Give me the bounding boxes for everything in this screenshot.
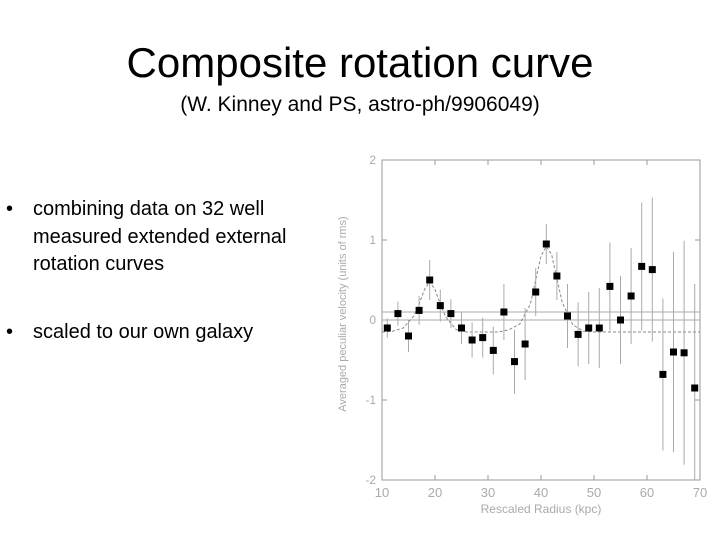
x-tick-label: 50: [587, 485, 601, 500]
data-point: [458, 324, 465, 332]
x-axis-label: Rescaled Radius (kpc): [481, 502, 602, 516]
data-point: [521, 340, 529, 348]
data-point: [564, 312, 571, 320]
data-point: [680, 349, 688, 357]
slide-subtitle: (W. Kinney and PS, astro-ph/9906049): [180, 93, 540, 116]
x-tick-label: 40: [534, 485, 548, 500]
data-point: [542, 240, 550, 248]
data-point: [595, 324, 603, 332]
model-curve: [381, 245, 700, 333]
data-point: [638, 262, 646, 270]
data-point: [532, 288, 540, 296]
data-point: [479, 334, 487, 342]
bullet-item: scaled to our own galaxy: [0, 319, 310, 347]
data-point: [415, 306, 423, 314]
y-axis-label: Averaged peculiar velocity (units of rms…: [337, 216, 349, 411]
slide-title: Composite rotation curve: [126, 39, 594, 86]
data-point: [606, 282, 614, 290]
x-tick-label: 10: [375, 485, 389, 500]
data-point: [489, 346, 497, 354]
data-point: [500, 308, 508, 316]
data-point: [383, 324, 391, 332]
data-point: [670, 348, 677, 356]
bullet-item: combining data on 32 well measured exten…: [0, 196, 310, 279]
data-point: [648, 266, 656, 274]
y-tick-label: 2: [369, 153, 376, 167]
y-tick-label: 1: [369, 233, 376, 247]
data-point: [585, 324, 593, 332]
data-point: [691, 384, 699, 392]
data-point: [574, 330, 582, 338]
rotation-curve-chart: 10 20 30 40 50 60 70 -2 -1 0 1 2 Averaged peculiar …: [337, 153, 707, 516]
data-point: [436, 302, 444, 310]
x-tick-label: 30: [481, 485, 495, 500]
x-tick-label: 60: [640, 485, 654, 500]
data-point: [659, 370, 667, 378]
data-point: [627, 292, 635, 300]
data-point: [394, 310, 402, 318]
x-tick-label: 20: [428, 485, 442, 500]
y-tick-label: -1: [365, 393, 376, 407]
data-point: [468, 336, 476, 344]
data-point: [426, 276, 434, 284]
data-point: [405, 332, 412, 340]
bullet-list: combining data on 32 well measured exten…: [0, 196, 310, 346]
data-point: [447, 310, 455, 318]
data-point: [511, 358, 518, 366]
data-point: [553, 272, 561, 280]
data-point: [617, 316, 624, 324]
x-tick-label: 70: [693, 485, 707, 500]
y-tick-label: -2: [365, 473, 376, 487]
y-tick-label: 0: [369, 313, 376, 327]
